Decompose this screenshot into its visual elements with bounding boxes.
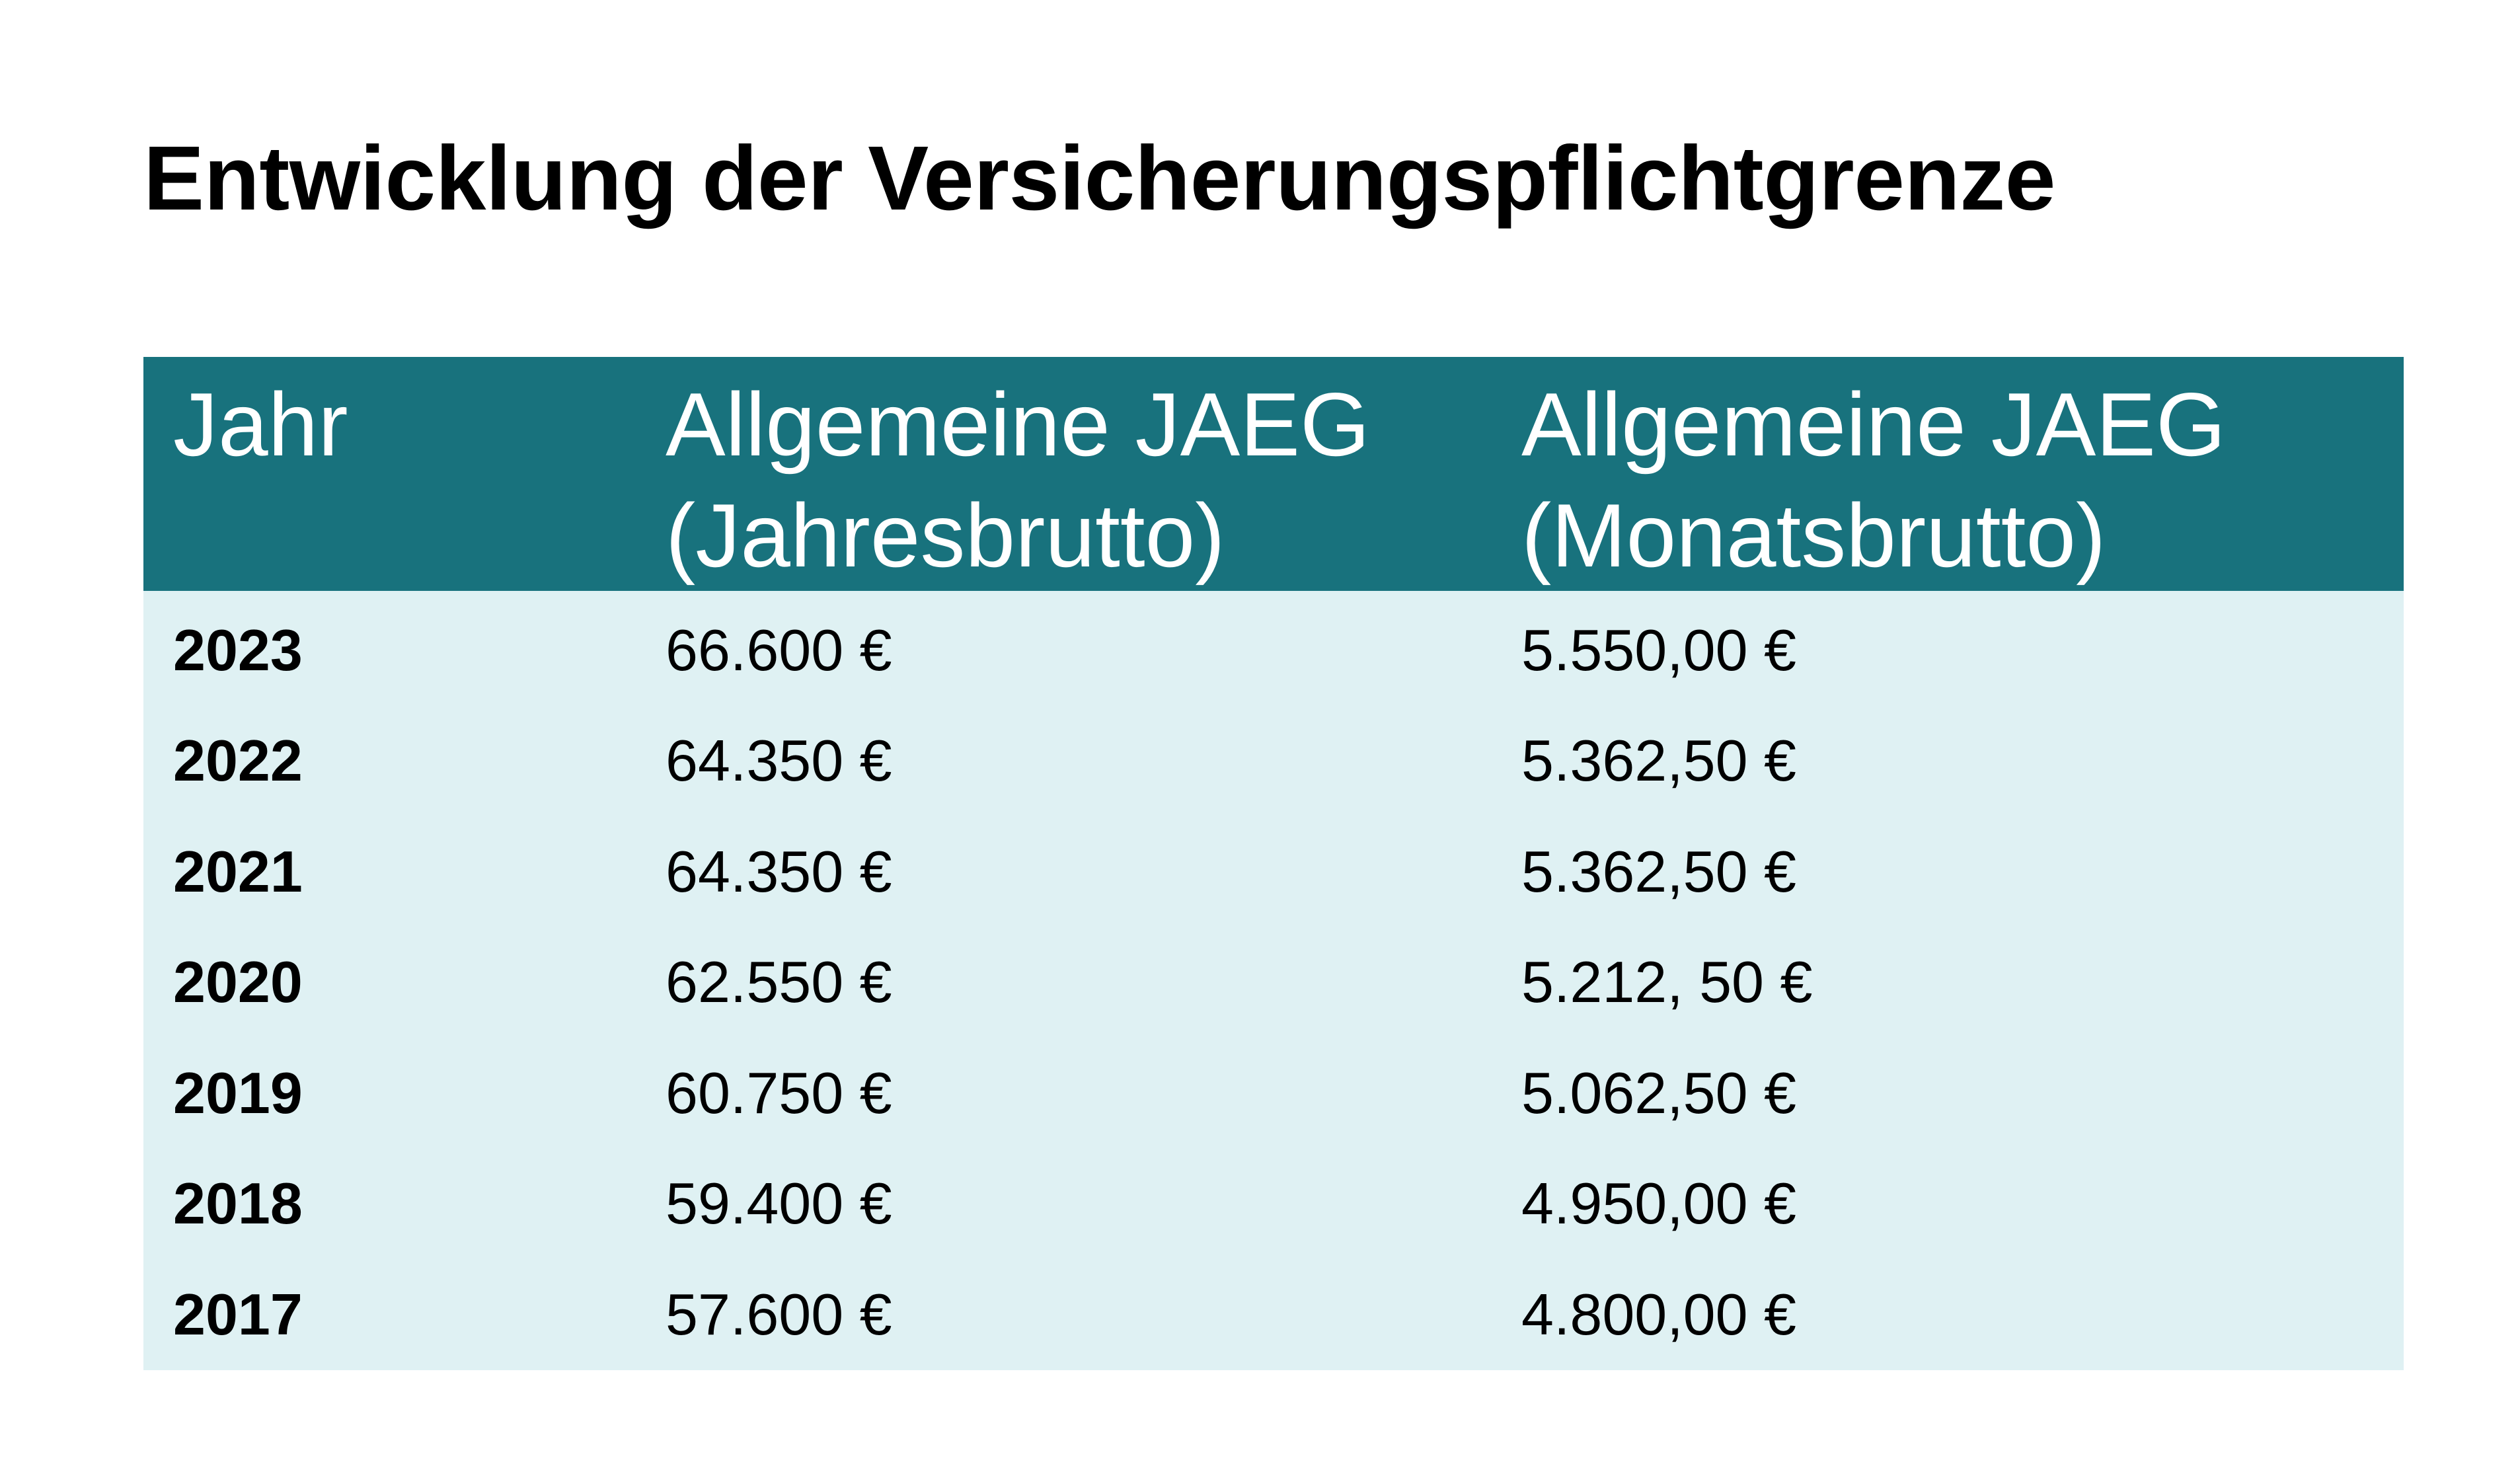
cell-annual: 64.350 € — [666, 838, 892, 904]
cell-monthly: 5.362,50 € — [1521, 728, 1796, 794]
table-row: 2018 59.400 € 4.950,00 € — [143, 1149, 2404, 1260]
cell-monthly: 5.212, 50 € — [1521, 949, 1813, 1015]
table-header: Jahr Allgemeine JAEG (Jahresbrutto) Allg… — [143, 357, 2404, 591]
cell-year: 2019 — [173, 1060, 303, 1126]
cell-year: 2020 — [173, 949, 303, 1015]
header-annual-line2: (Jahresbrutto) — [666, 485, 1225, 586]
cell-annual: 62.550 € — [666, 949, 892, 1015]
header-annual: Allgemeine JAEG (Jahresbrutto) — [636, 357, 1492, 591]
cell-year: 2022 — [173, 728, 303, 794]
table-row: 2019 60.750 € 5.062,50 € — [143, 1038, 2404, 1149]
table-row: 2020 62.550 € 5.212, 50 € — [143, 927, 2404, 1038]
cell-monthly: 5.062,50 € — [1521, 1060, 1796, 1126]
cell-annual: 57.600 € — [666, 1281, 892, 1347]
header-year-label: Jahr — [173, 374, 348, 475]
table-row: 2017 57.600 € 4.800,00 € — [143, 1259, 2404, 1370]
header-monthly: Allgemeine JAEG (Monatsbrutto) — [1492, 357, 2404, 591]
table-row: 2022 64.350 € 5.362,50 € — [143, 706, 2404, 817]
cell-annual: 60.750 € — [666, 1060, 892, 1126]
cell-year: 2023 — [173, 617, 303, 683]
cell-monthly: 5.550,00 € — [1521, 617, 1796, 683]
cell-monthly: 4.950,00 € — [1521, 1171, 1796, 1237]
cell-annual: 59.400 € — [666, 1171, 892, 1237]
header-year: Jahr — [143, 357, 636, 591]
header-row: Jahr Allgemeine JAEG (Jahresbrutto) Allg… — [143, 357, 2404, 591]
table-row: 2021 64.350 € 5.362,50 € — [143, 816, 2404, 927]
cell-monthly: 5.362,50 € — [1521, 838, 1796, 904]
cell-monthly: 4.800,00 € — [1521, 1281, 1796, 1347]
cell-annual: 64.350 € — [666, 728, 892, 794]
cell-annual: 66.600 € — [666, 617, 892, 683]
table-row: 2023 66.600 € 5.550,00 € — [143, 591, 2404, 706]
header-annual-line1: Allgemeine JAEG — [666, 374, 1370, 475]
header-monthly-line2: (Monatsbrutto) — [1521, 485, 2106, 586]
header-monthly-line1: Allgemeine JAEG — [1521, 374, 2226, 475]
cell-year: 2018 — [173, 1171, 303, 1237]
jaeg-table: Jahr Allgemeine JAEG (Jahresbrutto) Allg… — [143, 357, 2404, 1370]
page-title: Entwicklung der Versicherungspflichtgren… — [143, 128, 2055, 229]
cell-year: 2017 — [173, 1281, 303, 1347]
table-body: 2023 66.600 € 5.550,00 € 2022 64.350 € 5… — [143, 591, 2404, 1370]
cell-year: 2021 — [173, 838, 303, 904]
